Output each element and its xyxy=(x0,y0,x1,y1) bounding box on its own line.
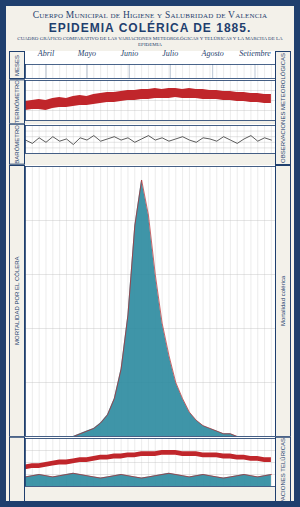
svg-text:Junio: Junio xyxy=(120,49,138,58)
html-text:Cuerpo Municipal de Higiene y: Cuerpo Municipal de Higiene y Salubridad… xyxy=(32,10,268,20)
html-text:TERMÓMETRO: TERMÓMETRO xyxy=(14,80,20,124)
html-text:OBSERVACIONES METEOROLÓGICAS: OBSERVACIONES METEOROLÓGICAS xyxy=(280,52,286,164)
html-text:Mortalidad colérica: Mortalidad colérica xyxy=(280,275,286,327)
html-text:MORTALIDAD POR EL CÓLERA: MORTALIDAD POR EL CÓLERA xyxy=(14,256,20,346)
html-text:BARÓMETRO: BARÓMETRO xyxy=(14,125,20,164)
svg-text:Agosto: Agosto xyxy=(201,49,224,58)
html-text:CUADRO GRÁFICO COMPARATIVO DE: CUADRO GRÁFICO COMPARATIVO DE LAS VARIAC… xyxy=(17,36,283,47)
svg-text:Abril: Abril xyxy=(37,49,55,58)
svg-text:Mayo: Mayo xyxy=(77,49,96,58)
html-text:EPIDEMIA COLÉRICA DE 1885.: EPIDEMIA COLÉRICA DE 1885. xyxy=(48,21,252,35)
svg-text:Setiembre: Setiembre xyxy=(239,49,271,58)
svg-text:Julio: Julio xyxy=(162,49,178,58)
html-text:MESES: MESES xyxy=(14,54,20,76)
